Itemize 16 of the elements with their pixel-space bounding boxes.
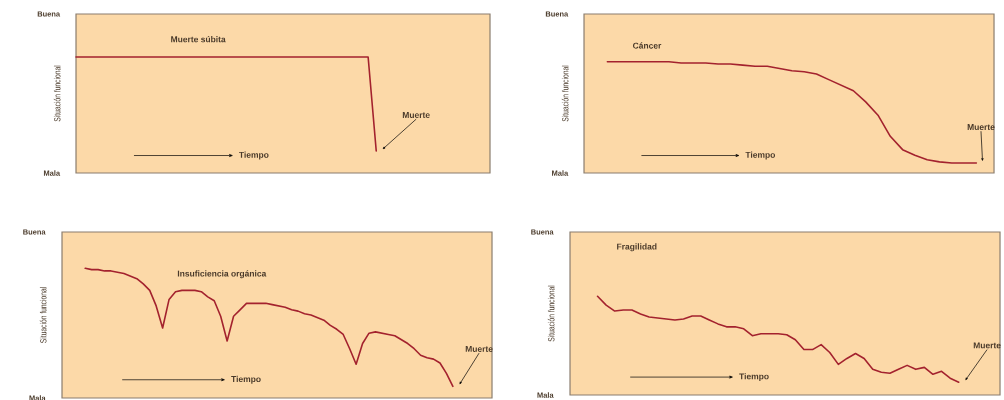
series-label: Muerte súbita (171, 35, 226, 43)
y-axis-title: Situación funcional (561, 65, 569, 122)
x-axis-title: Tiempo (239, 151, 269, 160)
text: Muerte (402, 112, 430, 118)
text: Muerte (465, 346, 493, 352)
x-axis-title: Tiempo (231, 375, 261, 384)
y-axis-title: Situación funcional (53, 65, 61, 122)
series-label: Insuficiencia orgánica (177, 270, 267, 279)
text: Fragilidad (617, 243, 657, 252)
text: Muerte (973, 342, 1001, 349)
y-axis-title: Situación funcional (547, 285, 555, 342)
x-axis-title: Tiempo (745, 151, 776, 160)
annotation: Muerte (967, 124, 995, 130)
y-axis-title: Situación funcional (39, 287, 47, 343)
series-label: Cáncer (632, 42, 662, 49)
x-axis-title: Tiempo (739, 373, 769, 382)
